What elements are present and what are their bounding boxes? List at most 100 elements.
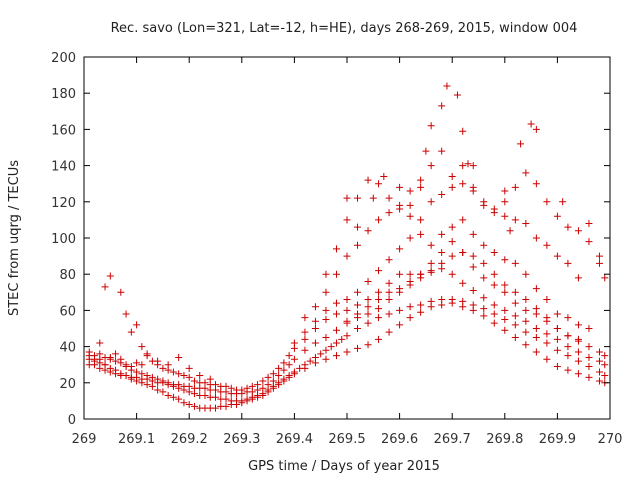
plot-area bbox=[85, 82, 609, 412]
data-point bbox=[501, 281, 509, 289]
data-point bbox=[417, 270, 425, 278]
data-point bbox=[385, 296, 393, 304]
data-point bbox=[290, 370, 298, 378]
data-point bbox=[601, 361, 609, 369]
data-point bbox=[459, 248, 467, 256]
data-point bbox=[332, 352, 340, 360]
chart-title: Rec. savo (Lon=321, Lat=-12, h=HE), days… bbox=[111, 21, 578, 36]
data-point bbox=[506, 227, 514, 235]
data-point bbox=[375, 314, 383, 322]
data-point bbox=[385, 194, 393, 202]
data-point bbox=[522, 270, 530, 278]
data-point bbox=[501, 212, 509, 220]
data-point bbox=[206, 375, 214, 383]
data-point bbox=[385, 310, 393, 318]
data-point bbox=[532, 234, 540, 242]
data-point bbox=[406, 212, 414, 220]
data-point bbox=[522, 220, 530, 228]
data-point bbox=[212, 381, 219, 389]
data-point bbox=[354, 310, 362, 318]
data-point bbox=[243, 384, 251, 392]
data-point bbox=[453, 91, 461, 99]
data-point bbox=[448, 183, 456, 191]
data-point bbox=[327, 343, 335, 351]
x-tick-label: 269.8 bbox=[486, 432, 523, 447]
data-point bbox=[438, 248, 446, 256]
data-point bbox=[264, 388, 272, 396]
data-point bbox=[480, 305, 488, 313]
data-point bbox=[501, 306, 509, 314]
data-point bbox=[553, 335, 561, 343]
data-point bbox=[438, 102, 446, 110]
data-point bbox=[375, 296, 383, 304]
data-point bbox=[101, 361, 109, 369]
data-point bbox=[254, 393, 262, 401]
data-point bbox=[364, 227, 372, 235]
data-point bbox=[385, 209, 393, 217]
data-point bbox=[501, 326, 509, 334]
data-point bbox=[406, 277, 414, 285]
data-point bbox=[322, 355, 330, 363]
data-point bbox=[438, 191, 446, 199]
data-point bbox=[332, 339, 340, 347]
data-point bbox=[127, 328, 135, 336]
data-point bbox=[269, 377, 277, 385]
data-point bbox=[417, 308, 425, 316]
data-point bbox=[532, 125, 540, 133]
data-point bbox=[396, 285, 404, 293]
data-point bbox=[543, 198, 551, 206]
data-point bbox=[354, 241, 362, 249]
data-point bbox=[553, 212, 561, 220]
data-point bbox=[406, 270, 414, 278]
data-point bbox=[553, 310, 561, 318]
data-point bbox=[164, 361, 172, 369]
data-point bbox=[511, 288, 519, 296]
y-tick-label: 0 bbox=[68, 413, 76, 428]
series-2 bbox=[85, 299, 609, 412]
data-point bbox=[543, 339, 551, 347]
data-point bbox=[480, 312, 488, 320]
data-point bbox=[375, 305, 383, 313]
data-point bbox=[322, 334, 330, 342]
data-point bbox=[306, 357, 314, 365]
data-point bbox=[322, 288, 330, 296]
series-5 bbox=[290, 216, 593, 347]
data-point bbox=[185, 373, 193, 381]
data-point bbox=[285, 361, 293, 369]
data-point bbox=[459, 180, 467, 188]
data-point bbox=[406, 303, 414, 311]
data-point bbox=[243, 397, 251, 405]
series-8 bbox=[343, 238, 582, 343]
data-point bbox=[527, 120, 535, 128]
data-point bbox=[332, 326, 340, 334]
y-tick-label: 160 bbox=[51, 123, 76, 138]
data-point bbox=[364, 303, 372, 311]
data-point bbox=[490, 270, 498, 278]
data-point bbox=[264, 381, 272, 389]
data-point bbox=[343, 317, 351, 325]
data-point bbox=[438, 301, 446, 309]
data-point bbox=[585, 238, 593, 246]
data-point bbox=[543, 355, 551, 363]
data-point bbox=[522, 317, 530, 325]
data-point bbox=[501, 288, 509, 296]
data-point bbox=[532, 285, 540, 293]
data-point bbox=[343, 332, 351, 340]
x-tick-label: 269.5 bbox=[328, 432, 365, 447]
data-point bbox=[280, 377, 288, 385]
data-point bbox=[595, 368, 603, 376]
data-point bbox=[553, 346, 561, 354]
data-point bbox=[375, 288, 383, 296]
data-point bbox=[343, 216, 351, 224]
data-point bbox=[159, 364, 167, 372]
data-point bbox=[459, 279, 467, 287]
data-point bbox=[417, 176, 425, 184]
data-point bbox=[154, 386, 162, 394]
data-point bbox=[354, 223, 362, 231]
data-point bbox=[322, 346, 330, 354]
x-axis-label: GPS time / Days of year 2015 bbox=[248, 459, 440, 474]
data-point bbox=[464, 160, 472, 168]
data-point bbox=[501, 187, 509, 195]
data-point bbox=[585, 343, 593, 351]
data-point bbox=[201, 391, 209, 399]
